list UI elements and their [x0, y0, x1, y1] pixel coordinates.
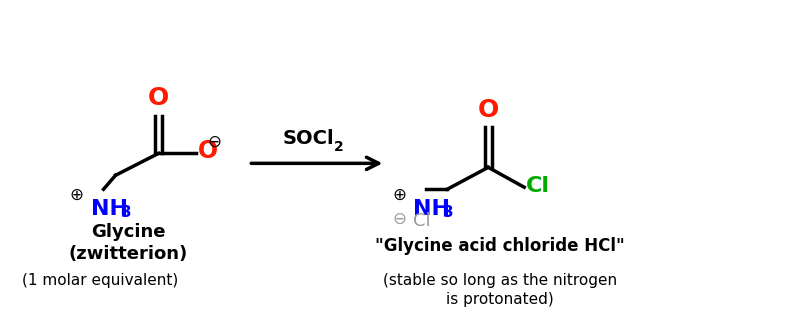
Text: Cl: Cl	[413, 212, 430, 230]
Text: ⊕: ⊕	[392, 186, 406, 204]
Text: NH: NH	[91, 199, 128, 219]
Text: "Glycine acid chloride HCl": "Glycine acid chloride HCl"	[375, 237, 625, 255]
Text: ⊖: ⊖	[392, 210, 406, 228]
Text: 2: 2	[333, 140, 344, 155]
Text: (stable so long as the nitrogen
is protonated): (stable so long as the nitrogen is proto…	[383, 273, 617, 307]
Text: Glycine
(zwitterion): Glycine (zwitterion)	[69, 223, 188, 263]
Text: SOCl: SOCl	[283, 130, 334, 149]
Text: ⊕: ⊕	[70, 186, 84, 204]
Text: 3: 3	[442, 205, 454, 220]
Text: Cl: Cl	[525, 176, 549, 196]
Text: O: O	[198, 139, 218, 163]
Text: 3: 3	[120, 205, 131, 220]
Text: (1 molar equivalent): (1 molar equivalent)	[22, 273, 178, 288]
Text: O: O	[477, 98, 498, 122]
Text: ⊖: ⊖	[207, 132, 221, 150]
Text: O: O	[148, 86, 169, 110]
Text: NH: NH	[413, 199, 450, 219]
